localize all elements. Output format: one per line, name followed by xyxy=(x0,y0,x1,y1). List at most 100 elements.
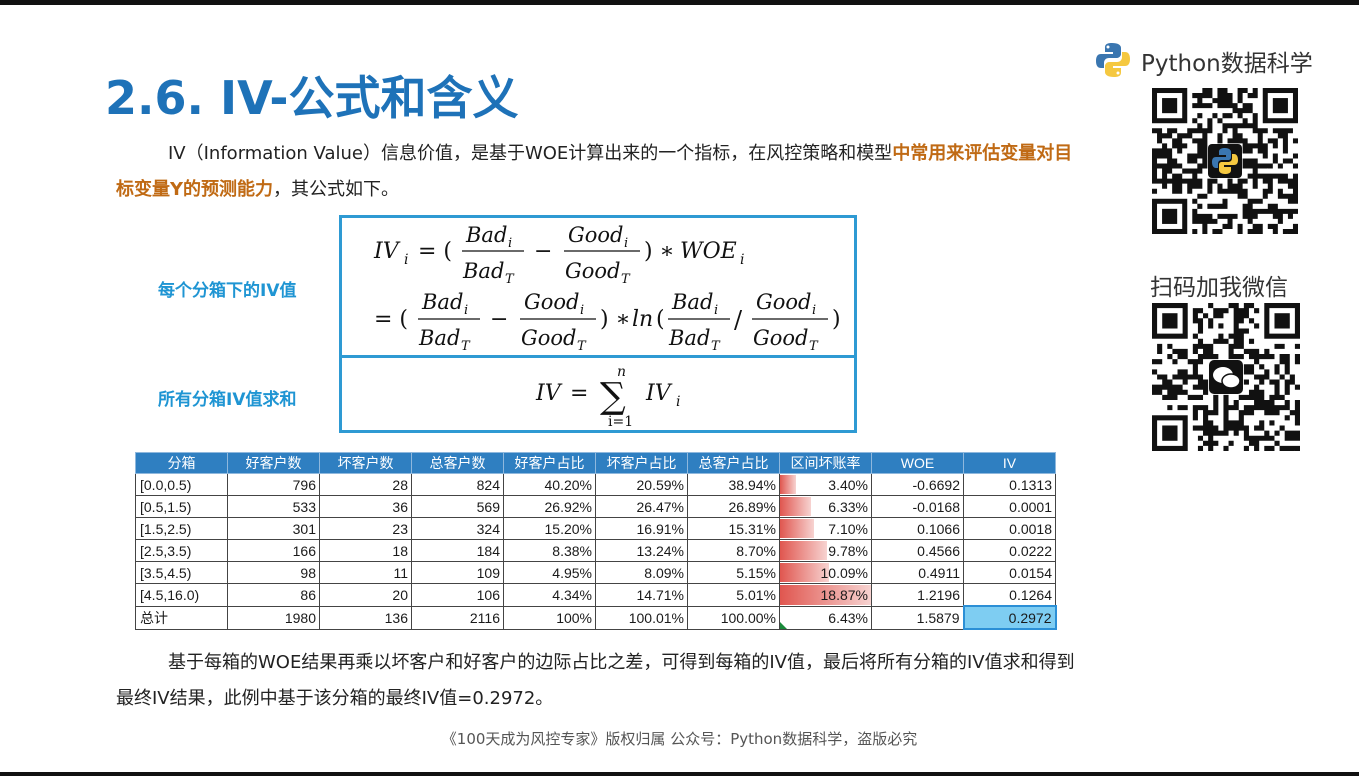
python-logo-icon xyxy=(1096,43,1130,77)
cell-bad-pct: 20.59% xyxy=(595,473,688,496)
table-total-row: 总计 1980 136 2116 100% 100.01% 100.00% 6.… xyxy=(135,605,1057,630)
svg-text:WOE: WOE xyxy=(680,239,737,264)
cell-bad-rate: 6.33% xyxy=(779,495,872,518)
svg-text:i: i xyxy=(812,303,816,318)
bad-rate-bar xyxy=(780,541,828,560)
cell-bad-pct: 100.01% xyxy=(595,605,688,630)
header-iv: IV xyxy=(963,452,1056,474)
close-paren-ln: ) xyxy=(832,307,841,332)
cell-bad: 36 xyxy=(319,495,412,518)
svg-text:T: T xyxy=(711,339,721,354)
fraction-good-3: Good i Good T xyxy=(752,290,828,354)
bad-rate-value: 6.33% xyxy=(828,498,868,515)
qr-code-wechat[interactable] xyxy=(1152,303,1300,451)
svg-text:T: T xyxy=(621,272,631,287)
header-good-pct: 好客户占比 xyxy=(503,452,596,474)
svg-text:i: i xyxy=(580,303,584,318)
fraction-bad: Bad i Bad T xyxy=(462,223,524,287)
cell-good: 166 xyxy=(227,539,320,562)
bad-rate-value: 6.43% xyxy=(828,609,868,626)
bad-rate-bar xyxy=(780,563,829,582)
table-row: [4.5,16.0) 86 20 106 4.34% 14.71% 5.01% … xyxy=(135,583,1056,607)
cell-good: 1980 xyxy=(227,605,320,630)
qr-code-official[interactable] xyxy=(1152,88,1298,234)
formula-svg: IV i = ( Bad i Bad T − Good i Good T ) ∗… xyxy=(373,223,841,430)
cell-bad-rate: 3.40% xyxy=(779,473,872,496)
formula-box: IV i = ( Bad i Bad T − Good i Good T ) ∗… xyxy=(339,215,857,433)
cell-good-pct: 4.95% xyxy=(503,561,596,584)
cell-good-pct: 8.38% xyxy=(503,539,596,562)
svg-text:Bad: Bad xyxy=(465,223,507,247)
top-border xyxy=(0,0,1359,5)
iv-table: 分箱 好客户数 坏客户数 总客户数 好客户占比 坏客户占比 总客户占比 区间坏账… xyxy=(135,452,1057,630)
equals-sign-3: = xyxy=(570,381,588,406)
bad-rate-bar xyxy=(780,519,815,538)
svg-text:Good: Good xyxy=(756,290,812,314)
svg-text:Bad: Bad xyxy=(418,326,460,350)
svg-text:i: i xyxy=(714,303,718,318)
formula-iv-i: IV i xyxy=(373,239,408,268)
equals-sign-2: = ( xyxy=(374,307,408,332)
svg-text:i: i xyxy=(464,303,468,318)
svg-text:Good: Good xyxy=(521,326,577,350)
sum-symbol: ∑ xyxy=(600,376,626,417)
cell-woe: -0.6692 xyxy=(871,473,964,496)
table-row: [2.5,3.5) 166 18 184 8.38% 13.24% 8.70% … xyxy=(135,539,1056,562)
cell-iv: 0.0018 xyxy=(963,517,1056,540)
cell-total: 184 xyxy=(411,539,504,562)
cell-bad-rate: 7.10% xyxy=(779,517,872,540)
cell-bin: [3.5,4.5) xyxy=(135,561,228,584)
bad-rate-bar xyxy=(780,497,811,516)
conclusion-paragraph: 基于每箱的WOE结果再乘以坏客户和好客户的边际占比之差，可得到每箱的IV值，最后… xyxy=(116,652,1075,709)
cell-bad-pct: 26.47% xyxy=(595,495,688,518)
table-row: [1.5,2.5) 301 23 324 15.20% 16.91% 15.31… xyxy=(135,517,1056,540)
svg-text:Bad: Bad xyxy=(421,290,463,314)
cell-iv: 0.0001 xyxy=(963,495,1056,518)
cell-total: 2116 xyxy=(411,605,504,630)
minus-sign-2: − xyxy=(490,307,508,332)
formula-divider xyxy=(342,355,854,358)
cell-woe: -0.0168 xyxy=(871,495,964,518)
header-bad-pct: 坏客户占比 xyxy=(595,452,688,474)
cell-total: 569 xyxy=(411,495,504,518)
qr-finder-pattern xyxy=(1152,198,1188,234)
cell-bad: 23 xyxy=(319,517,412,540)
page-title: 2.6. IV-公式和含义 xyxy=(105,71,519,125)
svg-text:i: i xyxy=(740,252,744,268)
cell-iv: 0.0154 xyxy=(963,561,1056,584)
cell-bad-pct: 14.71% xyxy=(595,583,688,607)
svg-text:IV: IV xyxy=(373,239,401,264)
bad-rate-bar xyxy=(780,585,871,605)
bad-rate-value: 9.78% xyxy=(828,542,868,559)
cell-bad-rate: 9.78% xyxy=(779,539,872,562)
table-row: [0.5,1.5) 533 36 569 26.92% 26.47% 26.89… xyxy=(135,495,1056,518)
label-per-bin-iv: 每个分箱下的IV值 xyxy=(158,281,297,301)
cell-good-pct: 100% xyxy=(503,605,596,630)
cell-good: 533 xyxy=(227,495,320,518)
cell-bad-pct: 16.91% xyxy=(595,517,688,540)
sum-upper: n xyxy=(617,364,626,380)
qr-modules xyxy=(1152,88,1298,234)
cell-bad: 11 xyxy=(319,561,412,584)
cell-total-pct: 8.70% xyxy=(687,539,780,562)
fraction-bad-2: Bad i Bad T xyxy=(418,290,480,354)
header-bad: 坏客户数 xyxy=(319,452,412,474)
intro-tail: ，其公式如下。 xyxy=(273,179,400,200)
cell-woe: 0.4566 xyxy=(871,539,964,562)
svg-text:i: i xyxy=(404,252,408,268)
fraction-bad-3: Bad i Bad T xyxy=(668,290,730,354)
cell-total: 109 xyxy=(411,561,504,584)
cell-bad-rate: 18.87% xyxy=(779,583,872,607)
svg-text:i: i xyxy=(508,236,512,251)
cell-bad-pct: 13.24% xyxy=(595,539,688,562)
cell-bin: [4.5,16.0) xyxy=(135,583,228,607)
cell-total-iv[interactable]: 0.2972 xyxy=(962,605,1057,630)
cell-total-pct: 15.31% xyxy=(687,517,780,540)
bad-rate-value: 7.10% xyxy=(828,520,868,537)
cell-bin: [2.5,3.5) xyxy=(135,539,228,562)
cell-bad: 136 xyxy=(319,605,412,630)
svg-text:T: T xyxy=(577,339,587,354)
cell-bad-rate: 6.43% xyxy=(779,605,872,630)
cell-total-pct: 100.00% xyxy=(687,605,780,630)
fraction-good: Good i Good T xyxy=(564,223,640,287)
